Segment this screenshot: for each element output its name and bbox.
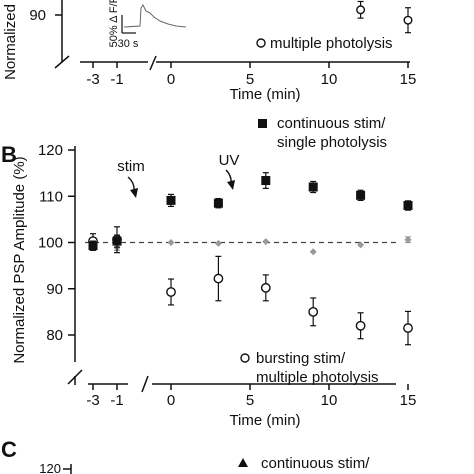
- panel-b-xlabel: Time (min): [229, 412, 300, 429]
- legend-filled-label-1: continuous stim/: [277, 115, 386, 132]
- top-ylabel: Normalized: [2, 4, 19, 80]
- inset-scale-x-label: 30 s: [118, 38, 139, 50]
- panel-c-letter: C: [1, 437, 17, 462]
- point-gray-diamond: [214, 239, 222, 247]
- point-open-circle: [403, 323, 413, 333]
- panel-b-ytick-label: 80: [46, 327, 63, 344]
- point-open-circle: [355, 320, 366, 331]
- panel-b-ytick-label: 100: [38, 235, 63, 252]
- panel-b-ytick-label: 90: [46, 281, 63, 298]
- point-filled-square: [403, 201, 413, 210]
- panel-b-ylabel: Normalized PSP Amplitude (%): [11, 156, 28, 363]
- top-tick-y-90: 90: [29, 7, 46, 24]
- panel-b-xtick-label: 0: [167, 392, 175, 409]
- legend-open-circle: [240, 353, 250, 363]
- point-filled-square: [308, 182, 318, 192]
- panel-c-legend-triangle: [238, 458, 248, 467]
- top-xlabel: Time (min): [229, 86, 300, 103]
- point-filled-square: [213, 198, 223, 208]
- top-legend-label: multiple photolysis: [270, 35, 393, 52]
- point-gray-diamond: [357, 241, 365, 249]
- top-xtick-label: 0: [167, 71, 175, 88]
- top-xtick-label: 5: [246, 71, 254, 88]
- top-xtick-label: 15: [400, 71, 417, 88]
- legend-filled-square: [258, 119, 267, 128]
- top-legend-marker: [256, 38, 266, 48]
- point-filled-square: [88, 241, 98, 251]
- top-point-open-circle: [403, 15, 413, 25]
- panel-c-tick-y: 120: [39, 461, 61, 474]
- top-xtick-label: 10: [321, 71, 338, 88]
- top-panel: Normalized 90 50% Δ F/F 30 s -3 -1 0 5 10 15 …: [2, 0, 416, 103]
- legend-filled-label-2: single photolysis: [277, 134, 387, 151]
- top-y-break: [54, 55, 70, 69]
- panel-b-xtick-label: 15: [400, 392, 417, 409]
- annotation-uv: UV: [219, 152, 240, 169]
- point-gray-diamond: [404, 236, 412, 244]
- stim-arrowhead: [130, 188, 138, 198]
- point-open-circle: [213, 273, 224, 284]
- point-filled-square: [112, 236, 122, 246]
- point-filled-square: [166, 195, 176, 205]
- point-open-circle: [260, 282, 271, 293]
- annotation-stim: stim: [117, 158, 145, 175]
- legend-open-label-2: multiple photolysis: [256, 369, 379, 386]
- top-xtick-label: -1: [110, 71, 123, 88]
- point-gray-diamond: [262, 238, 270, 246]
- inset-trace-group: 50% Δ F/F 30 s: [108, 0, 187, 50]
- panel-b-xtick-label: 5: [246, 392, 254, 409]
- top-x-break-mark: [149, 55, 157, 71]
- panel-b-xtick-label: -1: [110, 392, 123, 409]
- uv-arrowhead: [227, 180, 235, 190]
- panel-b-xtick-label: 10: [321, 392, 338, 409]
- top-xtick-label: -3: [86, 71, 99, 88]
- panel-b: B Normalized PSP Amplitude (%) 120110100…: [1, 115, 416, 429]
- point-gray-diamond: [167, 239, 175, 246]
- panel-b-x-break-mark: [141, 375, 149, 393]
- point-gray-diamond: [309, 248, 317, 256]
- point-filled-square: [356, 190, 366, 200]
- inset-trace: [123, 4, 187, 28]
- legend-open-label-1: bursting stim/: [256, 350, 346, 367]
- panel-c: C 120 continuous stim/: [1, 437, 370, 474]
- panel-b-ytick-label: 120: [38, 142, 63, 159]
- panel-b-xtick-label: -3: [86, 392, 99, 409]
- point-open-circle: [308, 306, 319, 317]
- panel-b-ytick-label: 110: [39, 188, 63, 205]
- top-point-open-circle: [356, 5, 366, 15]
- panel-c-legend-label: continuous stim/: [261, 455, 370, 472]
- point-filled-square: [261, 176, 271, 186]
- point-open-circle: [166, 287, 176, 297]
- panel-b-letter: B: [1, 142, 17, 167]
- inset-scale-y-label: 50% Δ F/F: [108, 0, 120, 47]
